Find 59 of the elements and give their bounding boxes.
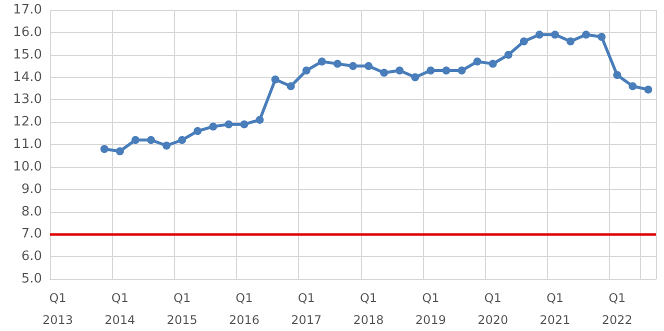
x-tick-label: Q1 2021 xyxy=(540,291,570,327)
point xyxy=(628,82,637,90)
point xyxy=(598,32,606,41)
point xyxy=(271,75,280,84)
point xyxy=(644,86,652,94)
point xyxy=(147,136,155,144)
point xyxy=(131,136,140,144)
point xyxy=(473,58,482,66)
x-tick-label: Q1 2018 xyxy=(353,291,384,327)
y-tick-label: 11.0 xyxy=(13,137,42,152)
point xyxy=(286,82,295,90)
point xyxy=(224,120,233,128)
point xyxy=(551,30,559,39)
point xyxy=(256,116,264,124)
point xyxy=(582,30,590,39)
point xyxy=(302,66,310,75)
point xyxy=(318,58,326,66)
x-tick-label: Q1 2020 xyxy=(478,291,508,327)
y-tick-label: 7.0 xyxy=(21,226,42,242)
point xyxy=(194,127,202,136)
point xyxy=(162,142,171,150)
x-tick-label: Q1 2016 xyxy=(228,291,260,327)
point xyxy=(566,37,575,46)
point xyxy=(488,60,497,68)
point xyxy=(116,147,124,156)
y-tick-label: 17.0 xyxy=(13,2,42,18)
point xyxy=(442,66,450,75)
point xyxy=(178,136,186,144)
point xyxy=(380,68,388,77)
point xyxy=(458,66,466,75)
point xyxy=(333,60,342,68)
x-tick-label: Q1 2014 xyxy=(104,291,136,327)
point xyxy=(613,71,622,80)
point xyxy=(426,66,435,75)
point xyxy=(100,144,108,153)
x-tick-label: Q1 2017 xyxy=(291,291,322,327)
y-tick-label: 9.0 xyxy=(21,182,42,197)
point xyxy=(349,62,357,70)
x-tick-label: Q1 2013 xyxy=(42,291,74,327)
point xyxy=(520,37,528,46)
y-tick-label: 16.0 xyxy=(13,24,42,40)
x-tick-label: Q1 2022 xyxy=(602,291,632,327)
point xyxy=(396,66,404,75)
y-tick-label: 14.0 xyxy=(13,70,42,85)
point xyxy=(209,122,218,131)
x-tick-label: Q1 2019 xyxy=(415,291,446,327)
y-tick-label: 13.0 xyxy=(13,92,42,108)
y-tick-label: 12.0 xyxy=(13,114,42,130)
y-tick-label: 10.0 xyxy=(13,159,42,174)
point xyxy=(535,30,544,39)
y-tick-label: 8.0 xyxy=(21,204,42,220)
point xyxy=(364,62,373,70)
point xyxy=(240,120,248,128)
point xyxy=(504,50,512,59)
y-tick-label: 5.0 xyxy=(21,272,42,286)
y-tick-label: 15.0 xyxy=(13,47,42,62)
y-tick-label: 6.0 xyxy=(21,249,42,264)
x-tick-label: Q1 2015 xyxy=(166,291,198,327)
point xyxy=(411,73,420,82)
